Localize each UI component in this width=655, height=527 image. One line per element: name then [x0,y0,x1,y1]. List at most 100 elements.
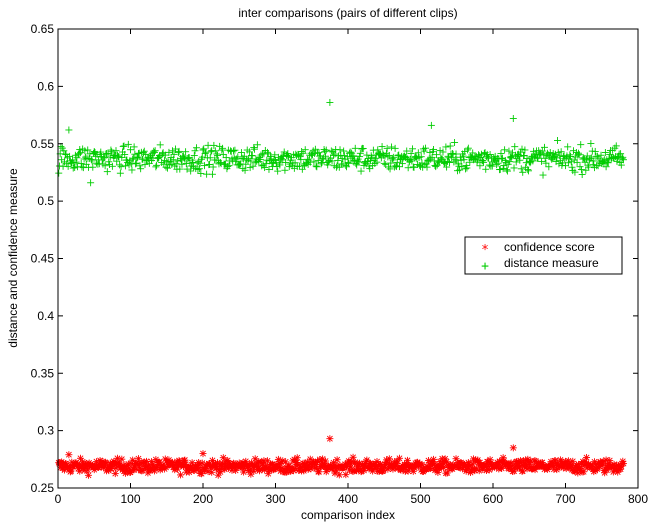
confidence-score-point [498,464,506,472]
confidence-score-point [177,471,185,479]
distance-measure-point [295,162,303,170]
distance-measure-point [432,163,440,171]
confidence-score-point [84,471,92,479]
distance-measure-point [564,159,572,167]
distance-measure-point [482,165,490,173]
distance-measure-point [410,163,418,171]
legend-label-confidence: confidence score [504,240,595,254]
distance-measure-point [194,166,202,174]
distance-measure-point [202,148,210,156]
distance-measure-point [418,159,426,167]
distance-measure-point [217,160,225,168]
distance-measure-point [617,150,625,158]
distance-measure-point [388,143,395,151]
distance-measure-point [77,159,85,167]
distance-measure-point [350,152,358,160]
distance-measure-point [187,167,195,175]
distance-measure-point [116,161,124,169]
distance-measure-point [577,166,585,174]
distance-measure-point [71,163,79,171]
distance-measure-point [511,143,519,151]
distance-measure-point [133,154,141,162]
distance-measure-point [520,151,528,159]
distance-measure-point [81,147,89,155]
distance-measure-point [395,163,403,171]
distance-measure-point [417,153,425,161]
distance-measure-point [446,159,453,167]
distance-measure-point [334,156,342,164]
distance-measure-point [104,150,112,158]
distance-measure-point [296,153,304,161]
distance-measure-point [408,157,416,165]
confidence-score-point [113,454,121,462]
distance-measure-point [72,158,80,166]
distance-measure-point [319,155,327,163]
x-tick-label: 400 [338,492,358,506]
distance-measure-point [521,146,529,154]
distance-measure-point [430,145,438,153]
y-tick-label: 0.65 [31,22,55,36]
distance-measure-point [545,163,553,171]
distance-measure-point [237,149,245,157]
distance-measure-point [88,157,96,165]
confidence-score-point [333,456,341,464]
distance-measure-point [427,155,435,163]
confidence-score-point [373,458,381,466]
x-axis-title: comparison index [301,508,395,522]
distance-measure-point [428,153,436,161]
distance-measure-point [281,166,289,174]
distance-measure-point [610,154,618,162]
distance-measure-point [578,171,586,179]
distance-measure-point [515,152,523,160]
legend-marker-distance: + [481,259,489,274]
confidence-score-point [185,468,193,476]
distance-measure-point [295,152,303,160]
distance-measure-point [278,152,286,160]
distance-measure-point [60,147,68,155]
y-axis-title: distance and confidence measure [6,168,20,348]
distance-measure-point [297,156,305,164]
distance-measure-point [457,156,465,164]
distance-measure-point [303,155,311,163]
distance-measure-point [69,156,76,164]
distance-measure-point [538,157,546,165]
distance-measure-point [507,154,515,162]
distance-measure-point [108,148,116,156]
distance-measure-point [130,143,138,151]
distance-measure-point [585,163,593,171]
distance-measure-point [208,170,216,178]
distance-measure-point [498,155,506,163]
confidence-score-point [293,454,301,462]
distance-measure-point [464,144,472,152]
distance-measure-point [225,162,233,170]
distance-measure-point [390,153,398,161]
distance-measure-point [121,150,129,158]
distance-measure-point [577,141,585,149]
distance-measure-point [517,165,525,173]
confidence-score-point [363,456,371,464]
confidence-score-point [469,460,477,468]
distance-measure-point [200,162,208,170]
distance-measure-point [169,156,177,164]
distance-measure-point [391,144,399,152]
confidence-score-point [118,455,126,463]
distance-measure-point [448,149,456,157]
distance-measure-point [501,146,509,154]
distance-measure-point [426,148,434,156]
distance-measure-point [291,159,299,167]
distance-measure-point [179,152,187,160]
distance-measure-point [478,157,486,165]
distance-measure-point [61,150,69,158]
x-tick-label: 0 [55,492,62,506]
distance-measure-point [115,153,123,161]
distance-measure-point [534,154,542,162]
distance-measure-point [175,147,183,155]
distance-measure-point [108,162,116,170]
distance-measure-point [66,152,74,160]
distance-measure-point [476,162,484,170]
distance-measure-point [249,162,257,170]
distance-measure-point [524,166,532,174]
distance-measure-point [97,148,105,156]
distance-measure-point [516,156,524,164]
distance-measure-point [420,147,428,155]
